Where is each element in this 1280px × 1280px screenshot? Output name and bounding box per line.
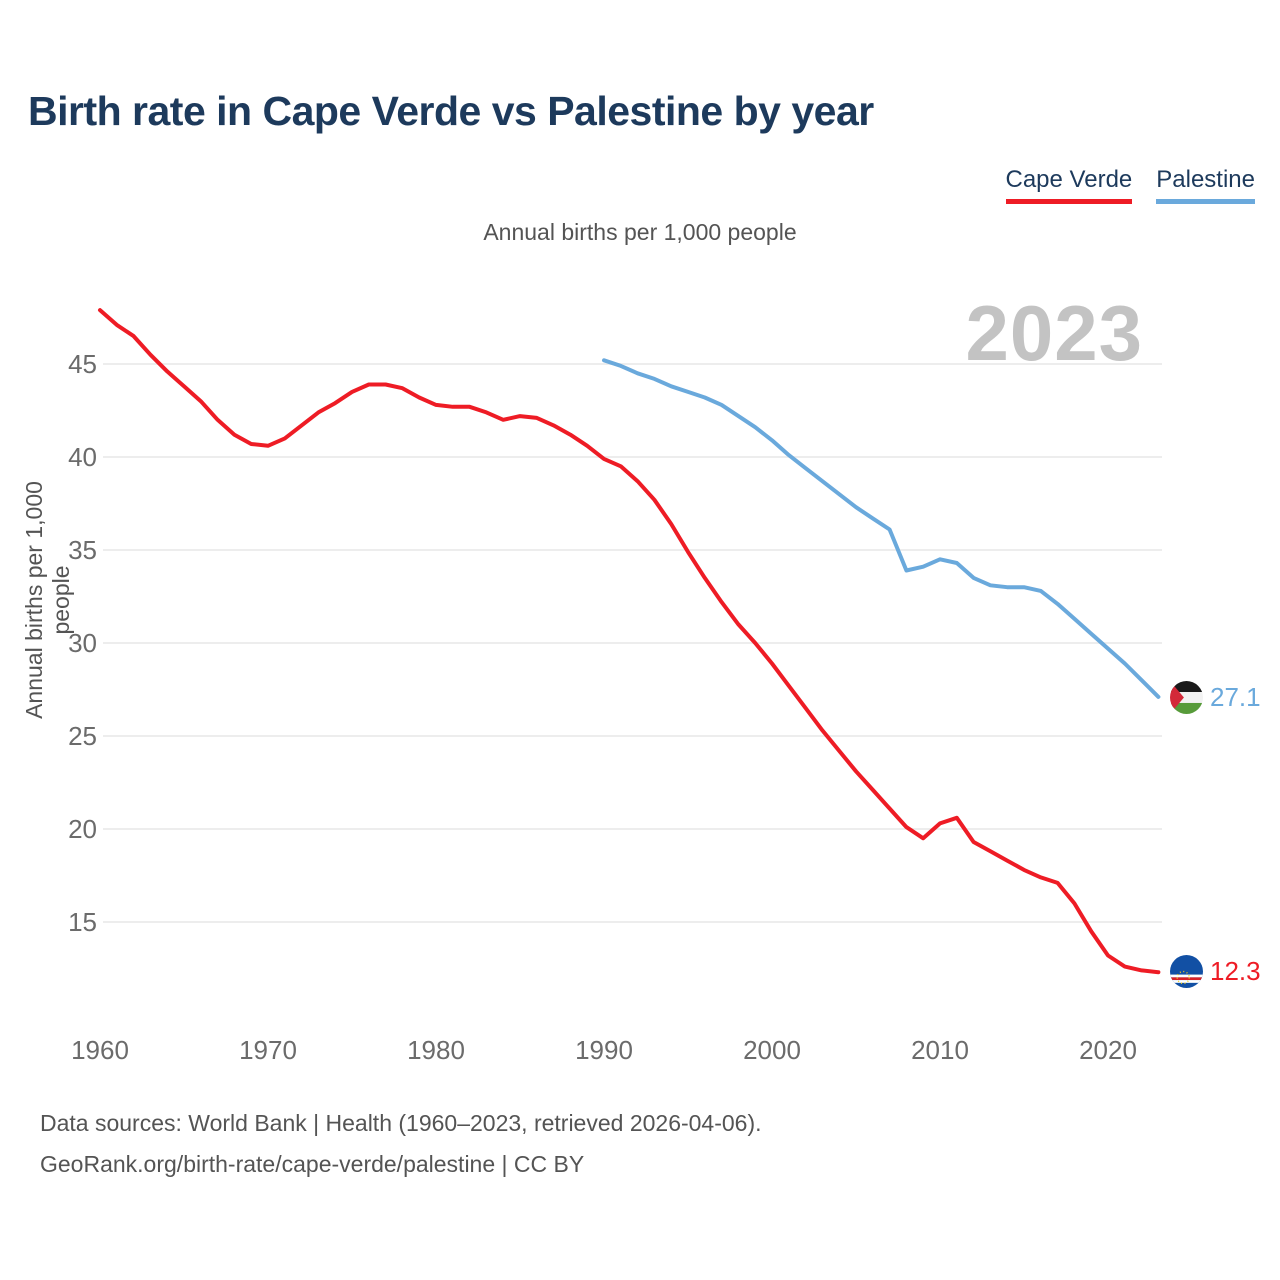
x-tick-label: 1960 — [71, 1035, 129, 1065]
footer-attribution: GeoRank.org/birth-rate/cape-verde/palest… — [40, 1151, 585, 1177]
y-tick-label: 45 — [68, 349, 97, 379]
y-tick-label: 35 — [68, 535, 97, 565]
end-label-palestine: 27.1 — [1170, 681, 1261, 714]
y-tick-label: 30 — [68, 628, 97, 658]
legend-item-cape-verde[interactable]: Cape Verde — [1005, 166, 1133, 204]
end-label-cape-verde: 12.3 — [1170, 955, 1261, 988]
x-tick-label: 1990 — [575, 1035, 633, 1065]
palestine-flag-icon — [1170, 681, 1203, 714]
x-tick-label: 1970 — [239, 1035, 297, 1065]
y-tick-label: 25 — [68, 721, 97, 751]
x-tick-label: 1980 — [407, 1035, 465, 1065]
x-tick-label: 2020 — [1079, 1035, 1137, 1065]
y-tick-label: 15 — [68, 907, 97, 937]
end-value-cape-verde: 12.3 — [1210, 956, 1261, 986]
footer: Data sources: World Bank | Health (1960–… — [40, 1103, 762, 1185]
end-value-palestine: 27.1 — [1210, 682, 1261, 712]
chart-subtitle: Annual births per 1,000 people — [483, 219, 797, 245]
x-tick-label: 2000 — [743, 1035, 801, 1065]
y-tick-label: 40 — [68, 442, 97, 472]
legend: Cape Verde Palestine — [1005, 166, 1255, 204]
series-line-cape-verde — [98, 308, 1161, 975]
legend-label-palestine: Palestine — [1156, 166, 1255, 193]
page-title: Birth rate in Cape Verde vs Palestine by… — [28, 88, 874, 134]
cape-verde-flag-icon — [1170, 955, 1203, 988]
y-tick-label: 20 — [68, 814, 97, 844]
footer-data-sources: Data sources: World Bank | Health (1960–… — [40, 1110, 762, 1136]
x-tick-label: 2010 — [911, 1035, 969, 1065]
legend-item-palestine[interactable]: Palestine — [1156, 166, 1255, 204]
year-watermark: 2023 — [965, 289, 1143, 377]
series-line-palestine — [602, 358, 1161, 699]
legend-label-cape-verde: Cape Verde — [1005, 166, 1133, 193]
